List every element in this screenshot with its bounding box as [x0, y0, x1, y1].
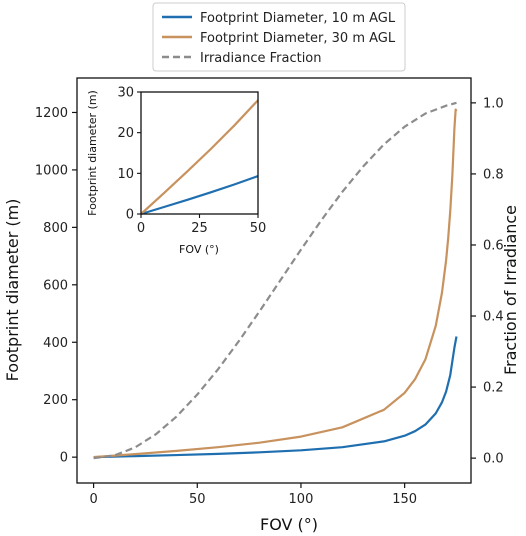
y2-tick-label-1: 0.2	[483, 381, 504, 396]
series-line-1	[93, 108, 458, 459]
inset-y-tick-label-2: 20	[117, 126, 134, 141]
inset-y-tick-label-1: 10	[117, 167, 134, 182]
series-line-2	[93, 101, 457, 460]
inset-y-axis-label: Footprint diameter (m)	[86, 90, 99, 216]
x-tick-label-1: 50	[189, 492, 206, 507]
y2-tick-label-5: 1.0	[483, 96, 504, 111]
legend: Footprint Diameter, 10 m AGL Footprint D…	[152, 2, 406, 72]
y-tick-label-0: 0	[60, 451, 68, 466]
y-tick-label-1: 200	[43, 393, 68, 408]
series-line-0	[93, 336, 458, 459]
inset-y-tick-label-3: 30	[117, 86, 134, 101]
y-tick-label-3: 600	[43, 278, 68, 293]
inset-x-axis-label: FOV (°)	[179, 243, 219, 256]
inset-series-line-1	[140, 99, 259, 215]
x-axis-label: FOV (°)	[260, 515, 318, 534]
y2-tick-label-4: 0.8	[483, 167, 504, 182]
y2-tick-label-0: 0.0	[483, 452, 504, 467]
inset-y-tick-label-0: 0	[126, 208, 134, 223]
y2-tick-label-2: 0.4	[483, 310, 504, 325]
y2-axis-label: Fraction of Irradiance	[501, 205, 520, 375]
legend-label-1: Footprint Diameter, 30 m AGL	[200, 31, 396, 46]
x-tick-label-3: 150	[392, 492, 417, 507]
y-axis-label: Footprint diameter (m)	[3, 199, 22, 382]
main-plot-axes: 0 50 100 1500200400600800100012000.00.20.40…	[35, 77, 504, 507]
main-plot-lines	[93, 101, 458, 460]
inset-series-line-0	[140, 175, 259, 216]
y-tick-label-4: 800	[43, 221, 68, 236]
main-plot-frame	[76, 77, 472, 484]
legend-frame	[152, 2, 406, 72]
inset-plot-axes: 0 25 50 0 10 20 30	[117, 86, 266, 237]
inset-plot-lines	[140, 99, 259, 216]
x-tick-label-2: 100	[289, 492, 314, 507]
y-tick-label-5: 1000	[35, 163, 68, 178]
inset-backdrop	[90, 86, 266, 258]
x-tick-label-0: 0	[89, 492, 97, 507]
legend-label-0: Footprint Diameter, 10 m AGL	[200, 11, 396, 26]
y-tick-label-6: 1200	[35, 106, 68, 121]
y2-tick-label-3: 0.6	[483, 238, 504, 253]
inset-x-tick-label-2: 50	[250, 221, 267, 236]
inset-x-tick-label-1: 25	[191, 221, 208, 236]
inset-x-tick-label-0: 0	[137, 221, 145, 236]
legend-label-2: Irradiance Fraction	[200, 51, 322, 66]
inset-background	[90, 86, 266, 258]
y-tick-label-2: 400	[43, 336, 68, 351]
